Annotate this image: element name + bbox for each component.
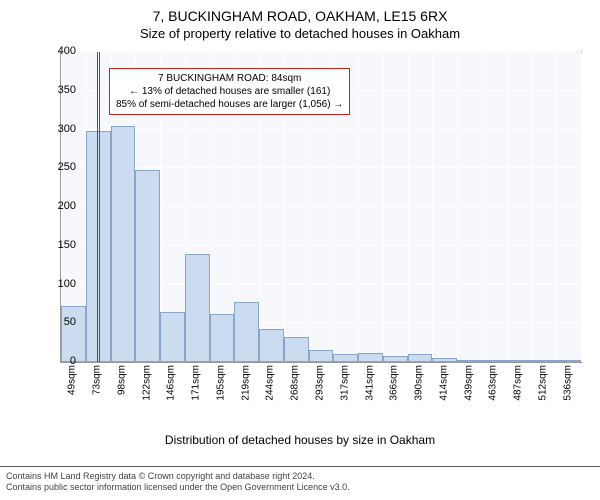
- y-tick: 200: [46, 200, 76, 212]
- bar: [408, 354, 433, 362]
- gridline-v: [408, 52, 409, 362]
- gridline-v: [507, 52, 508, 362]
- x-tick: 341sqm: [364, 365, 375, 401]
- bar: [160, 312, 185, 362]
- bar: [185, 254, 210, 363]
- x-tick: 536sqm: [562, 365, 573, 401]
- y-tick: 400: [46, 45, 76, 57]
- x-tick: 219sqm: [240, 365, 251, 401]
- x-tick: 195sqm: [215, 365, 226, 401]
- x-tick: 73sqm: [92, 365, 103, 395]
- y-tick: 100: [46, 278, 76, 290]
- x-tick: 146sqm: [166, 365, 177, 401]
- x-tick: 171sqm: [191, 365, 202, 401]
- bar: [61, 306, 86, 362]
- x-tick: 98sqm: [116, 365, 127, 395]
- gridline-h: [61, 167, 581, 168]
- footer-line-1: Contains HM Land Registry data © Crown c…: [6, 471, 594, 483]
- bar: [284, 337, 309, 362]
- bar: [507, 360, 532, 362]
- annotation-line-1: 7 BUCKINGHAM ROAD: 84sqm: [116, 72, 343, 85]
- bar: [86, 131, 111, 362]
- gridline-v: [581, 52, 582, 362]
- x-tick: 244sqm: [265, 365, 276, 401]
- property-marker-line: [97, 52, 98, 362]
- x-axis-label: Distribution of detached houses by size …: [0, 431, 600, 447]
- page-subtitle: Size of property relative to detached ho…: [0, 24, 600, 41]
- y-tick: 300: [46, 123, 76, 135]
- bar: [210, 314, 235, 362]
- gridline-h: [61, 51, 581, 52]
- x-tick: 317sqm: [339, 365, 350, 401]
- gridline-v: [383, 52, 384, 362]
- bar: [457, 360, 482, 362]
- footer: Contains HM Land Registry data © Crown c…: [0, 466, 600, 500]
- annotation-line-3: 85% of semi-detached houses are larger (…: [116, 98, 343, 111]
- bar: [234, 302, 259, 362]
- x-tick: 463sqm: [488, 365, 499, 401]
- gridline-v: [531, 52, 532, 362]
- annotation-box: 7 BUCKINGHAM ROAD: 84sqm← 13% of detache…: [109, 68, 350, 115]
- bar: [111, 126, 136, 362]
- x-tick: 414sqm: [438, 365, 449, 401]
- gridline-v: [432, 52, 433, 362]
- y-tick: 50: [46, 316, 76, 328]
- bar: [333, 354, 358, 362]
- x-tick: 390sqm: [414, 365, 425, 401]
- plot-region: 7 BUCKINGHAM ROAD: 84sqm← 13% of detache…: [60, 51, 582, 363]
- bar: [432, 358, 457, 362]
- chart-area: Number of detached properties 7 BUCKINGH…: [0, 41, 600, 431]
- x-tick: 49sqm: [67, 365, 78, 395]
- footer-line-2: Contains public sector information licen…: [6, 482, 594, 494]
- annotation-line-2: ← 13% of detached houses are smaller (16…: [116, 85, 343, 98]
- gridline-h: [61, 129, 581, 130]
- bar: [309, 350, 334, 362]
- bar: [383, 356, 408, 362]
- gridline-v: [457, 52, 458, 362]
- bar: [135, 170, 160, 362]
- x-tick: 487sqm: [513, 365, 524, 401]
- bar: [259, 329, 284, 362]
- bar: [358, 353, 383, 362]
- gridline-v: [556, 52, 557, 362]
- y-tick: 350: [46, 84, 76, 96]
- x-tick: 122sqm: [141, 365, 152, 401]
- bar: [531, 360, 556, 362]
- x-tick: 439sqm: [463, 365, 474, 401]
- bar: [556, 360, 581, 362]
- y-tick: 250: [46, 161, 76, 173]
- x-tick: 293sqm: [315, 365, 326, 401]
- property-marker-line: [99, 52, 100, 362]
- x-tick: 366sqm: [389, 365, 400, 401]
- x-tick: 268sqm: [290, 365, 301, 401]
- x-tick: 512sqm: [537, 365, 548, 401]
- page-title: 7, BUCKINGHAM ROAD, OAKHAM, LE15 6RX: [0, 0, 600, 24]
- bar: [482, 360, 507, 362]
- y-tick: 150: [46, 239, 76, 251]
- gridline-v: [358, 52, 359, 362]
- gridline-v: [482, 52, 483, 362]
